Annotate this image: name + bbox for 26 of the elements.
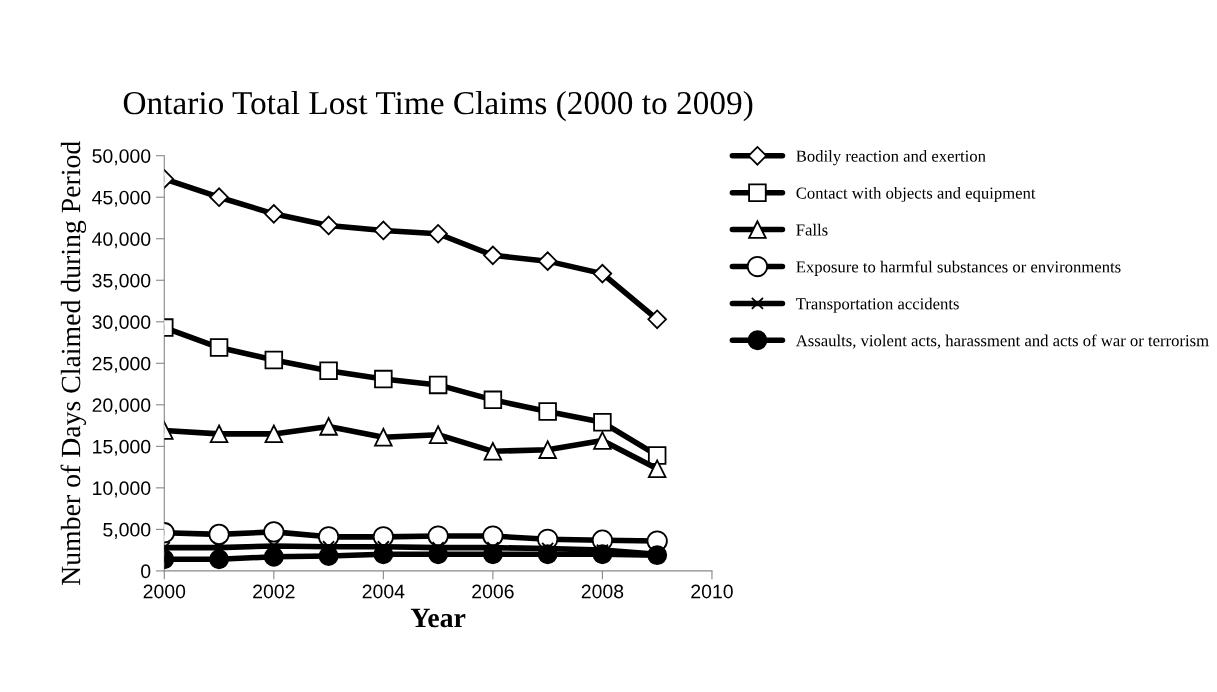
x-tick-label: 2004 <box>362 584 405 599</box>
y-tick-label: 15,000 <box>93 439 151 456</box>
legend-label: Transportation accidents <box>796 297 959 313</box>
legend-label: Exposure to harmful substances or environments <box>796 260 1121 276</box>
y-axis-title: Number of Days Claimed during Period <box>60 141 87 586</box>
chart-title: Ontario Total Lost Time Claims (2000 to 2009) <box>123 90 753 122</box>
x-axis-title: Year <box>410 608 466 628</box>
legend-label: Falls <box>796 223 828 236</box>
y-tick-label: 25,000 <box>92 356 151 373</box>
y-tick-label: 30,000 <box>92 315 151 332</box>
y-tick-label: 5,000 <box>103 522 151 539</box>
y-tick-label: 45,000 <box>92 190 151 207</box>
y-tick-label: 10,000 <box>93 481 151 498</box>
y-tick-label: 0 <box>141 564 151 579</box>
x-tick-label: 2008 <box>581 584 624 599</box>
x-tick-label: 2006 <box>472 584 514 599</box>
x-tick-label: 2000 <box>143 584 186 599</box>
y-tick-label: 35,000 <box>92 273 151 290</box>
legend-label: Bodily reaction and exertion <box>796 150 986 166</box>
y-tick-label: 20,000 <box>92 398 151 415</box>
legend-label: Assaults, violent acts, harassment and acts of war or terrorism <box>795 334 1209 349</box>
x-tick-label: 2002 <box>253 584 295 599</box>
x-tick-label: 2010 <box>691 584 733 599</box>
legend-label: Contact with objects and equipment <box>796 186 1036 203</box>
y-tick-label: 50,000 <box>92 149 151 166</box>
y-tick-label: 40,000 <box>92 232 151 249</box>
